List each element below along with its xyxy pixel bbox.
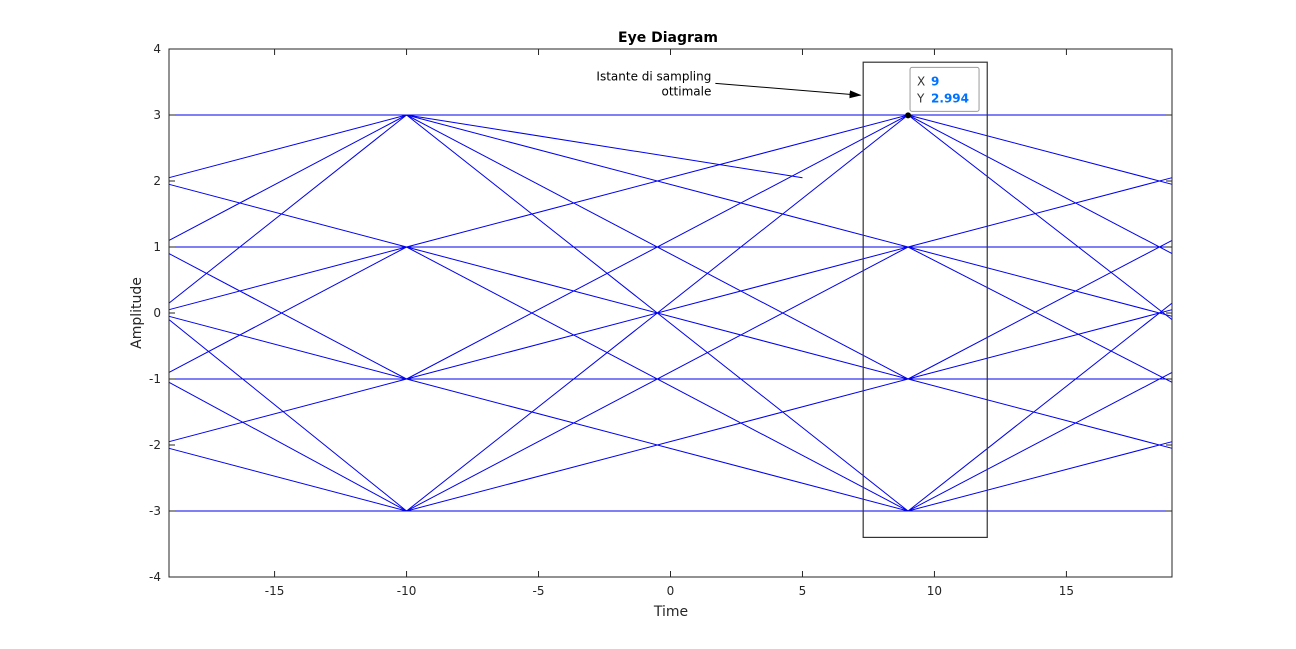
trace-segment-10 bbox=[168, 253, 407, 380]
y-tick-label: 3 bbox=[153, 108, 161, 122]
trace-segment-12 bbox=[168, 378, 407, 443]
y-axis-label: Amplitude bbox=[129, 277, 145, 349]
trace-segment-14 bbox=[168, 381, 407, 512]
x-tick-label: -15 bbox=[265, 584, 285, 598]
trace-segment-19 bbox=[406, 114, 803, 179]
y-tick-label: 2 bbox=[153, 174, 161, 188]
annotation-arrow bbox=[715, 82, 862, 99]
annotation-text-line: Istante di sampling bbox=[596, 69, 711, 83]
trace-segment-11 bbox=[168, 315, 407, 380]
trace-segment-40 bbox=[907, 441, 1173, 512]
trace-segment-35 bbox=[907, 239, 1173, 380]
y-tick-label: -2 bbox=[149, 438, 161, 452]
trace-segment-5 bbox=[168, 114, 407, 241]
x-tick-label: 15 bbox=[1059, 584, 1074, 598]
trace-segment-33 bbox=[907, 246, 1173, 317]
x-tick-label: -10 bbox=[397, 584, 417, 598]
trace-group bbox=[168, 114, 1173, 512]
trace-segment-28 bbox=[406, 378, 909, 512]
x-tick-label: 0 bbox=[667, 584, 675, 598]
trace-segment-32 bbox=[907, 177, 1173, 248]
chart-title: Eye Diagram bbox=[618, 30, 718, 46]
y-tick-label: -4 bbox=[149, 570, 161, 584]
x-axis-label: Time bbox=[653, 604, 688, 620]
trace-segment-39 bbox=[907, 371, 1173, 512]
trace-segment-8 bbox=[168, 246, 407, 311]
datatip-y-label: Y bbox=[916, 91, 925, 105]
trace-segment-20 bbox=[406, 114, 909, 248]
datatip-x-label: X bbox=[917, 74, 925, 88]
trace-segment-36 bbox=[907, 309, 1173, 380]
datatip-y-value: 2.994 bbox=[931, 91, 969, 105]
trace-segment-38 bbox=[907, 302, 1173, 512]
datatip-box[interactable] bbox=[909, 66, 980, 112]
annotation-text-line: ottimale bbox=[662, 84, 712, 98]
x-tick-label: 5 bbox=[799, 584, 807, 598]
trace-segment-26 bbox=[406, 114, 909, 512]
x-tick-label: -5 bbox=[533, 584, 545, 598]
datatip-marker[interactable] bbox=[905, 112, 912, 119]
trace-segment-4 bbox=[168, 114, 407, 179]
sampling-highlight-box bbox=[862, 61, 988, 539]
y-tick-label: 4 bbox=[153, 42, 161, 56]
trace-segment-34 bbox=[907, 246, 1173, 383]
datatip-x-value: 9 bbox=[931, 74, 939, 88]
trace-segment-31 bbox=[907, 114, 1173, 320]
trace-segment-7 bbox=[168, 183, 407, 248]
trace-segment-23 bbox=[406, 114, 909, 380]
trace-segment-27 bbox=[406, 246, 909, 512]
trace-segment-15 bbox=[168, 447, 407, 512]
trace-segment-37 bbox=[907, 378, 1173, 449]
trace-segment-30 bbox=[907, 114, 1173, 255]
x-tick-label: 10 bbox=[927, 584, 942, 598]
y-tick-label: -1 bbox=[149, 372, 161, 386]
trace-segment-6 bbox=[168, 114, 407, 304]
y-tick-label: 1 bbox=[153, 240, 161, 254]
y-tick-label: -3 bbox=[149, 504, 161, 518]
y-tick-label: 0 bbox=[153, 306, 161, 320]
trace-segment-29 bbox=[907, 114, 1173, 185]
trace-segment-13 bbox=[168, 319, 407, 512]
